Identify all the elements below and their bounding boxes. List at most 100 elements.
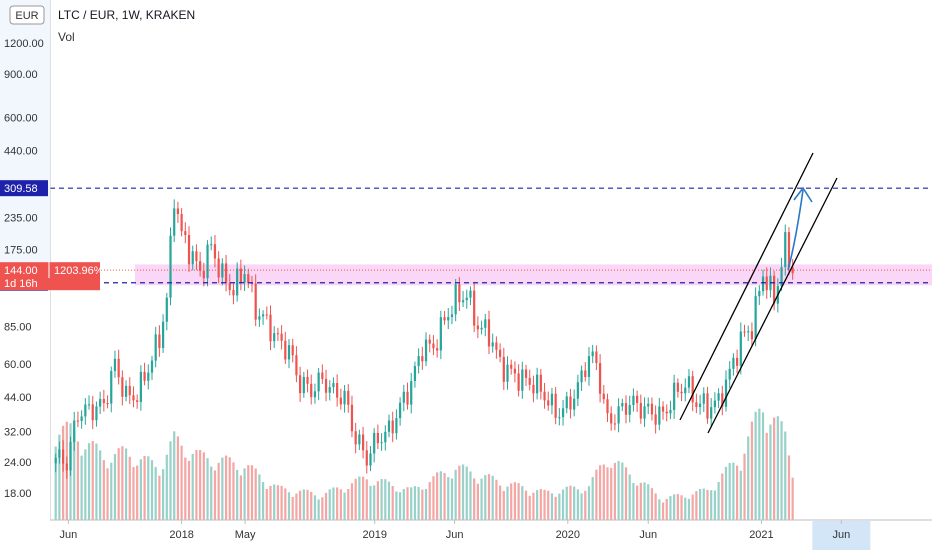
channel-upper-line[interactable] bbox=[679, 152, 814, 421]
volume-bar bbox=[187, 460, 191, 520]
volume-bar bbox=[121, 446, 124, 520]
volume-bar bbox=[780, 421, 783, 520]
volume-bar bbox=[787, 455, 791, 520]
candle-down bbox=[224, 263, 228, 284]
candle-down bbox=[217, 258, 220, 278]
candle-up bbox=[154, 334, 157, 361]
candle-up bbox=[758, 291, 761, 297]
price-tick-label: 235.00 bbox=[4, 213, 38, 225]
candle-down bbox=[213, 244, 217, 259]
volume-bar bbox=[428, 482, 431, 520]
candle-down bbox=[361, 434, 365, 451]
upper-level-badge-text: 309.58 bbox=[4, 183, 38, 195]
candle-up bbox=[236, 268, 239, 296]
candle-down bbox=[299, 375, 302, 394]
candle-up bbox=[80, 416, 83, 422]
candle-up bbox=[465, 297, 468, 301]
volume-bar bbox=[695, 491, 698, 520]
candle-down bbox=[661, 406, 665, 412]
time-tick-label: 2018 bbox=[169, 529, 193, 541]
candle-up bbox=[221, 263, 224, 278]
candle-up bbox=[573, 398, 576, 410]
volume-bar bbox=[721, 473, 724, 520]
volume-bar bbox=[784, 431, 787, 520]
candle-up bbox=[698, 403, 702, 407]
volume-bar bbox=[724, 466, 728, 520]
volume-bar bbox=[124, 448, 128, 520]
volume-bar bbox=[332, 487, 335, 520]
candle-up bbox=[387, 420, 391, 432]
volume-bar bbox=[87, 443, 91, 520]
volume-bar bbox=[417, 486, 420, 520]
projection-arrow[interactable] bbox=[787, 189, 804, 271]
candle-down bbox=[791, 267, 794, 274]
channel-lower-line[interactable] bbox=[707, 177, 838, 434]
volume-bar bbox=[624, 467, 628, 520]
countdown-text: 1d 16h bbox=[4, 278, 38, 290]
candle-down bbox=[743, 331, 746, 333]
support-zone[interactable] bbox=[135, 264, 932, 286]
volume-bar bbox=[165, 454, 168, 520]
volume-bar bbox=[169, 441, 172, 520]
volume-bar bbox=[398, 492, 402, 520]
volume-bar bbox=[402, 488, 405, 520]
volume-bar bbox=[199, 450, 202, 520]
volume-bar bbox=[54, 446, 57, 520]
volume-bar bbox=[73, 430, 76, 520]
candle-up bbox=[169, 235, 172, 298]
volume-bar bbox=[324, 492, 328, 520]
candle-down bbox=[176, 208, 180, 215]
candle-down bbox=[339, 397, 342, 405]
volume-bar bbox=[584, 490, 587, 520]
volume-bar bbox=[302, 489, 305, 520]
price-tick-label: 440.00 bbox=[4, 146, 38, 158]
candle-down bbox=[487, 319, 491, 347]
volume-bar bbox=[202, 452, 205, 520]
time-tick-label: Jun bbox=[832, 529, 850, 541]
candle-up bbox=[732, 357, 735, 369]
volume-bar bbox=[161, 469, 165, 520]
volume-bar bbox=[365, 479, 368, 520]
candle-down bbox=[532, 384, 535, 394]
volume-bar bbox=[258, 474, 261, 520]
volume-bar bbox=[380, 479, 383, 520]
volume-bar bbox=[658, 499, 661, 520]
candle-up bbox=[210, 244, 213, 246]
volume-bar bbox=[491, 475, 494, 520]
candle-down bbox=[406, 391, 409, 405]
price-tick-label: 85.00 bbox=[4, 322, 32, 334]
candle-up bbox=[113, 358, 117, 372]
candle-down bbox=[528, 377, 531, 385]
percent-change-text: 1203.96% bbox=[54, 265, 104, 277]
volume-bar bbox=[702, 488, 705, 520]
volume-bar bbox=[602, 464, 605, 520]
volume-bar bbox=[654, 493, 657, 520]
volume-bar bbox=[473, 478, 476, 520]
candle-up bbox=[647, 403, 650, 407]
candle-down bbox=[473, 290, 476, 326]
volume-bar bbox=[647, 484, 650, 520]
volume-bar bbox=[432, 476, 435, 520]
candle-down bbox=[595, 351, 598, 364]
candle-up bbox=[343, 390, 346, 405]
candle-down bbox=[265, 314, 268, 316]
candle-up bbox=[273, 333, 276, 342]
volume-bar bbox=[84, 449, 87, 520]
volume-bar bbox=[206, 458, 209, 520]
volume-bar bbox=[506, 486, 509, 520]
volume-bar bbox=[598, 465, 602, 520]
candle-up bbox=[728, 368, 731, 380]
candle-down bbox=[391, 420, 394, 434]
volume-bar bbox=[436, 472, 439, 520]
candle-down bbox=[91, 404, 94, 421]
candle-up bbox=[536, 374, 539, 394]
candle-down bbox=[247, 274, 250, 284]
volume-bar bbox=[539, 489, 542, 520]
volume-bar bbox=[158, 475, 161, 520]
candle-up bbox=[587, 356, 591, 377]
candle-down bbox=[517, 373, 520, 391]
volume-bar bbox=[513, 482, 517, 520]
currency-button[interactable] bbox=[9, 5, 45, 25]
volume-bar bbox=[676, 494, 679, 520]
